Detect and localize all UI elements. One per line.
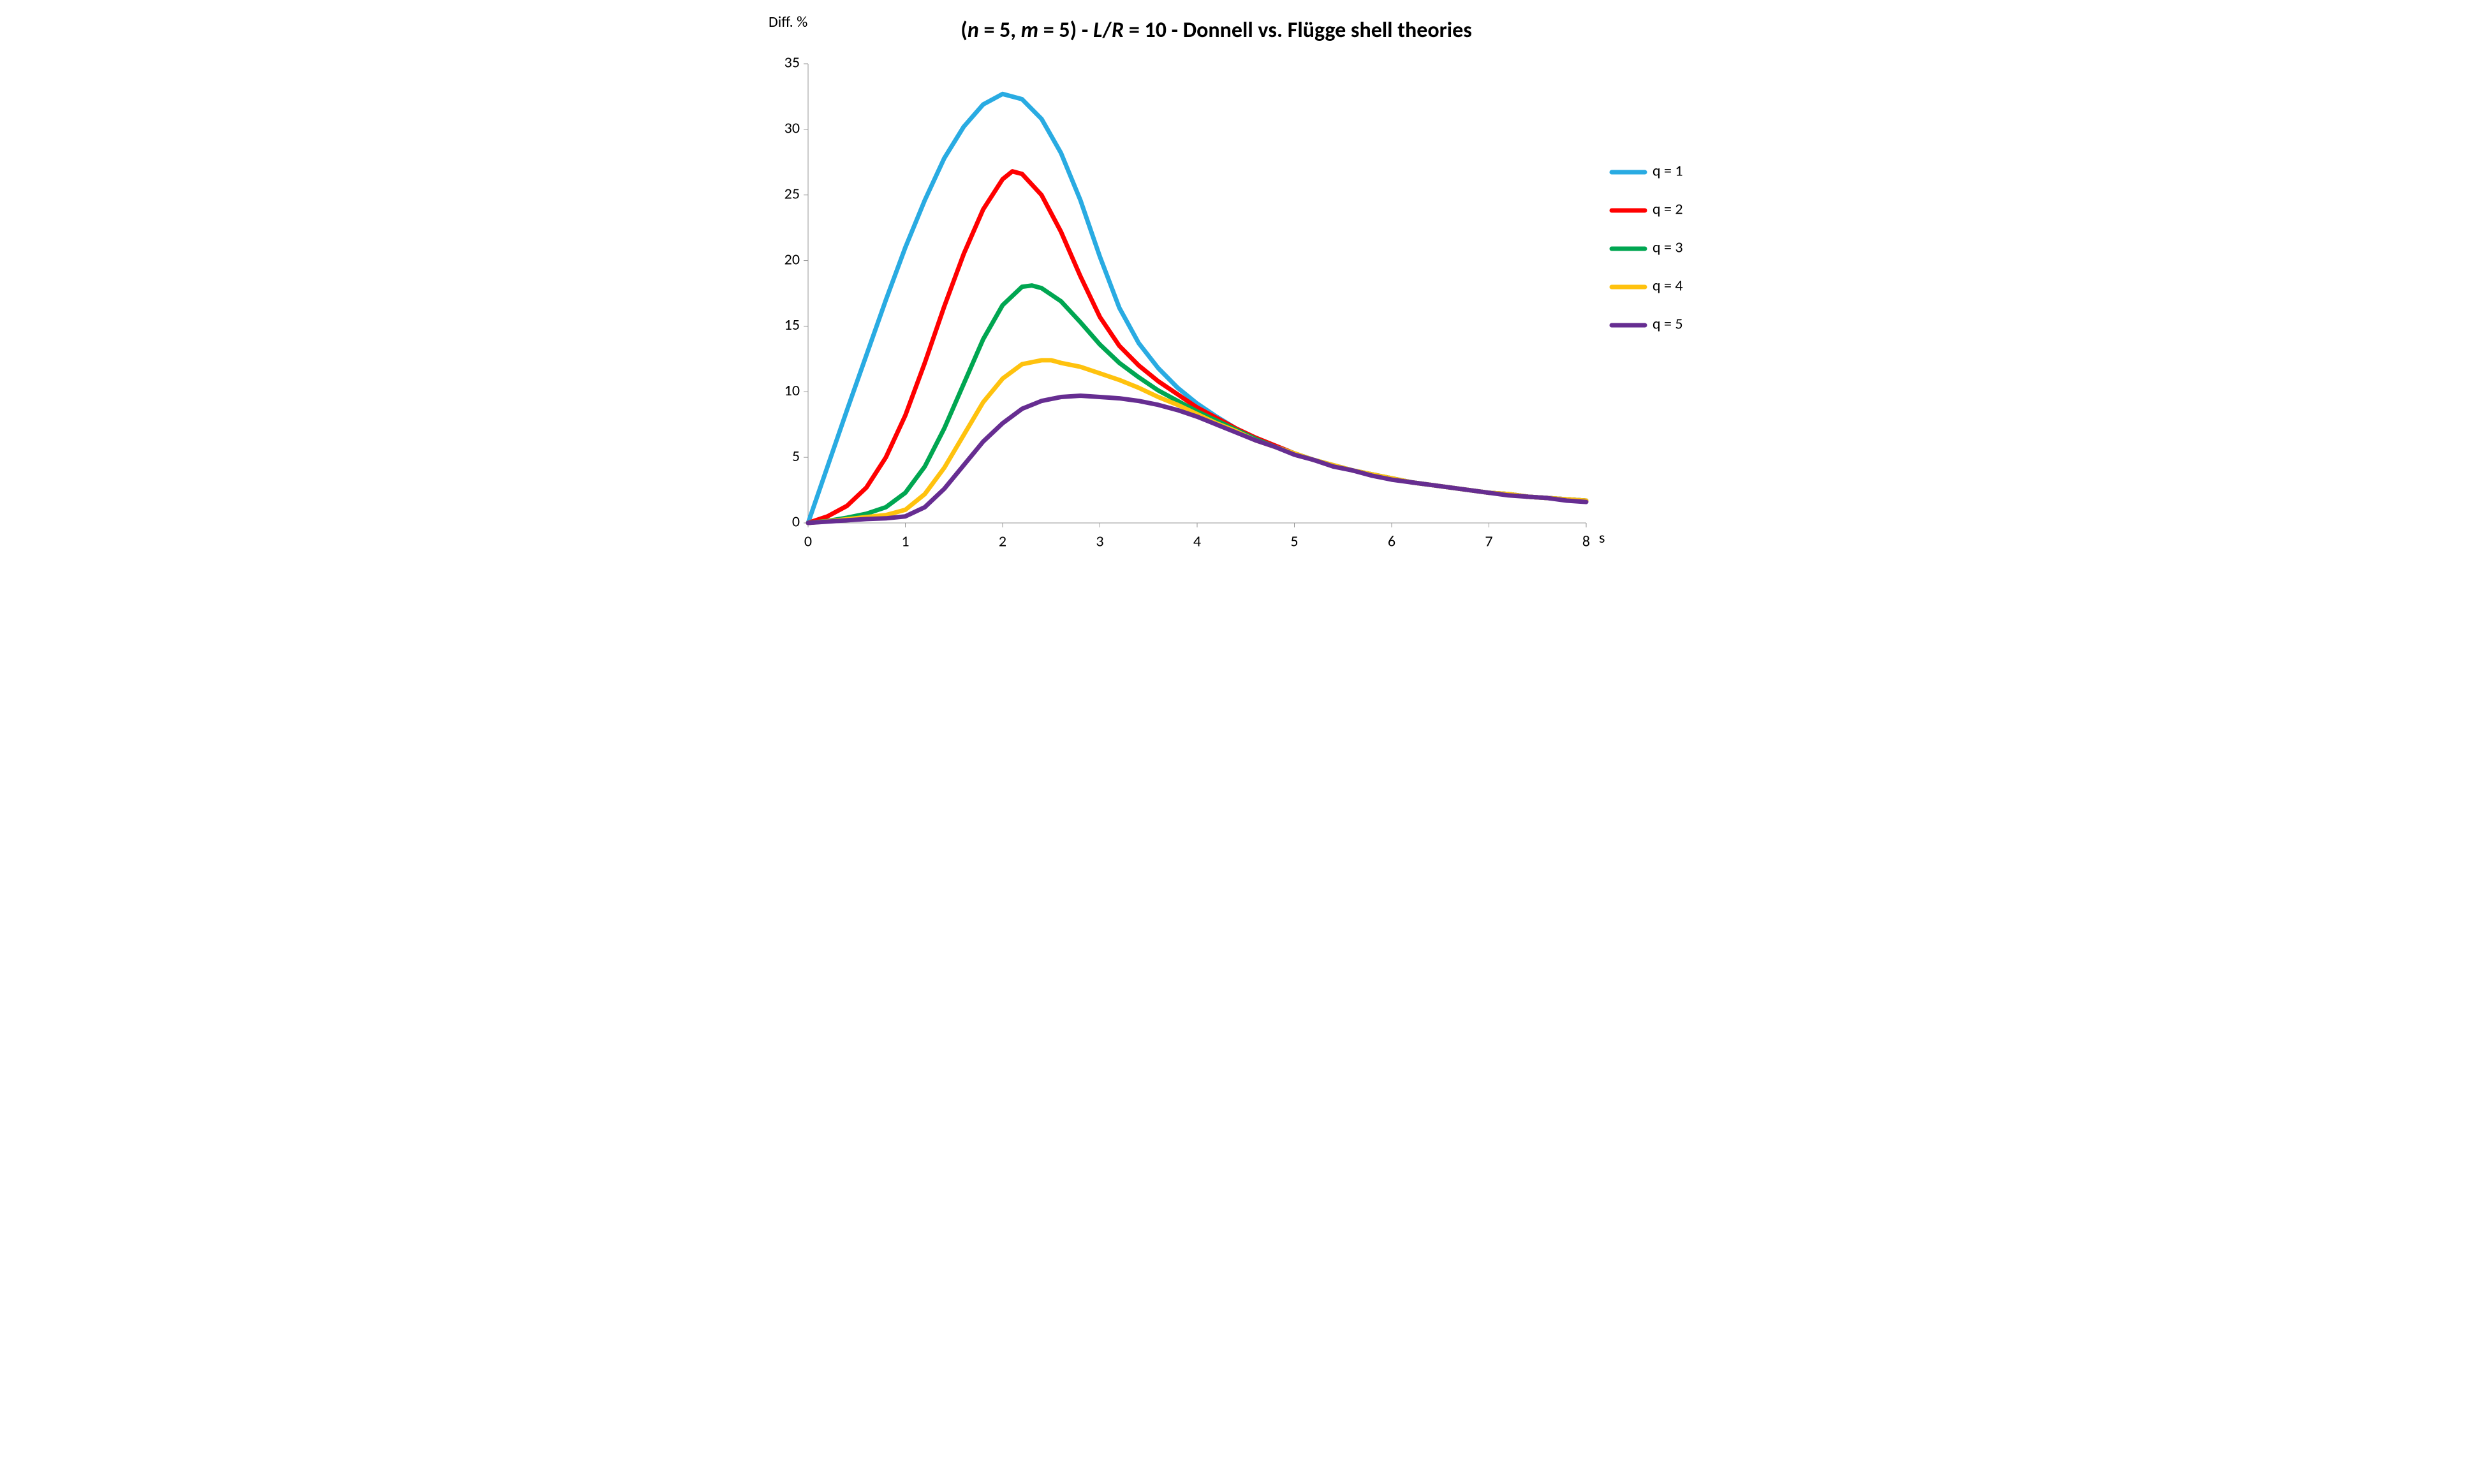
legend-label-5: q = 5: [1653, 315, 1683, 334]
x-tick-label: 2: [999, 533, 1006, 551]
y-tick-label: 20: [784, 250, 800, 268]
x-tick-label: 8: [1582, 533, 1590, 551]
legend-label-1: q = 1: [1653, 162, 1683, 180]
y-tick-label: 0: [792, 513, 800, 531]
x-tick-label: 5: [1290, 533, 1298, 551]
chart-title: (n = 5, m = 5) - L/R = 10 - Donnell vs. …: [961, 17, 1472, 43]
x-tick-label: 3: [1096, 533, 1103, 551]
legend-label-3: q = 3: [1653, 239, 1683, 257]
legend-label-4: q = 4: [1653, 277, 1683, 295]
chart-svg: 0 5 10 15 20 25 30 35 0 1 2 3 4 5 6 7 8 Diff. % s (n = 5, m…: [756, 0, 1725, 580]
legend-label-2: q = 2: [1653, 200, 1683, 219]
chart-container: 0 5 10 15 20 25 30 35 0 1 2 3 4 5 6 7 8 Diff. % s (n = 5, m…: [756, 0, 1725, 580]
x-tick-label: 7: [1485, 533, 1492, 551]
x-tick-label: 6: [1388, 533, 1395, 551]
x-axis-label: s: [1599, 529, 1605, 547]
y-tick-label: 5: [792, 447, 800, 466]
x-tick-label: 4: [1193, 533, 1201, 551]
y-tick-label: 10: [784, 381, 800, 400]
y-axis-label: Diff. %: [769, 13, 807, 31]
y-tick-label: 30: [784, 119, 800, 138]
x-tick-label: 0: [804, 533, 812, 551]
y-tick-label: 25: [784, 184, 800, 203]
x-tick-label: 1: [901, 533, 909, 551]
y-tick-label: 15: [784, 316, 800, 334]
y-tick-label: 35: [784, 54, 800, 72]
